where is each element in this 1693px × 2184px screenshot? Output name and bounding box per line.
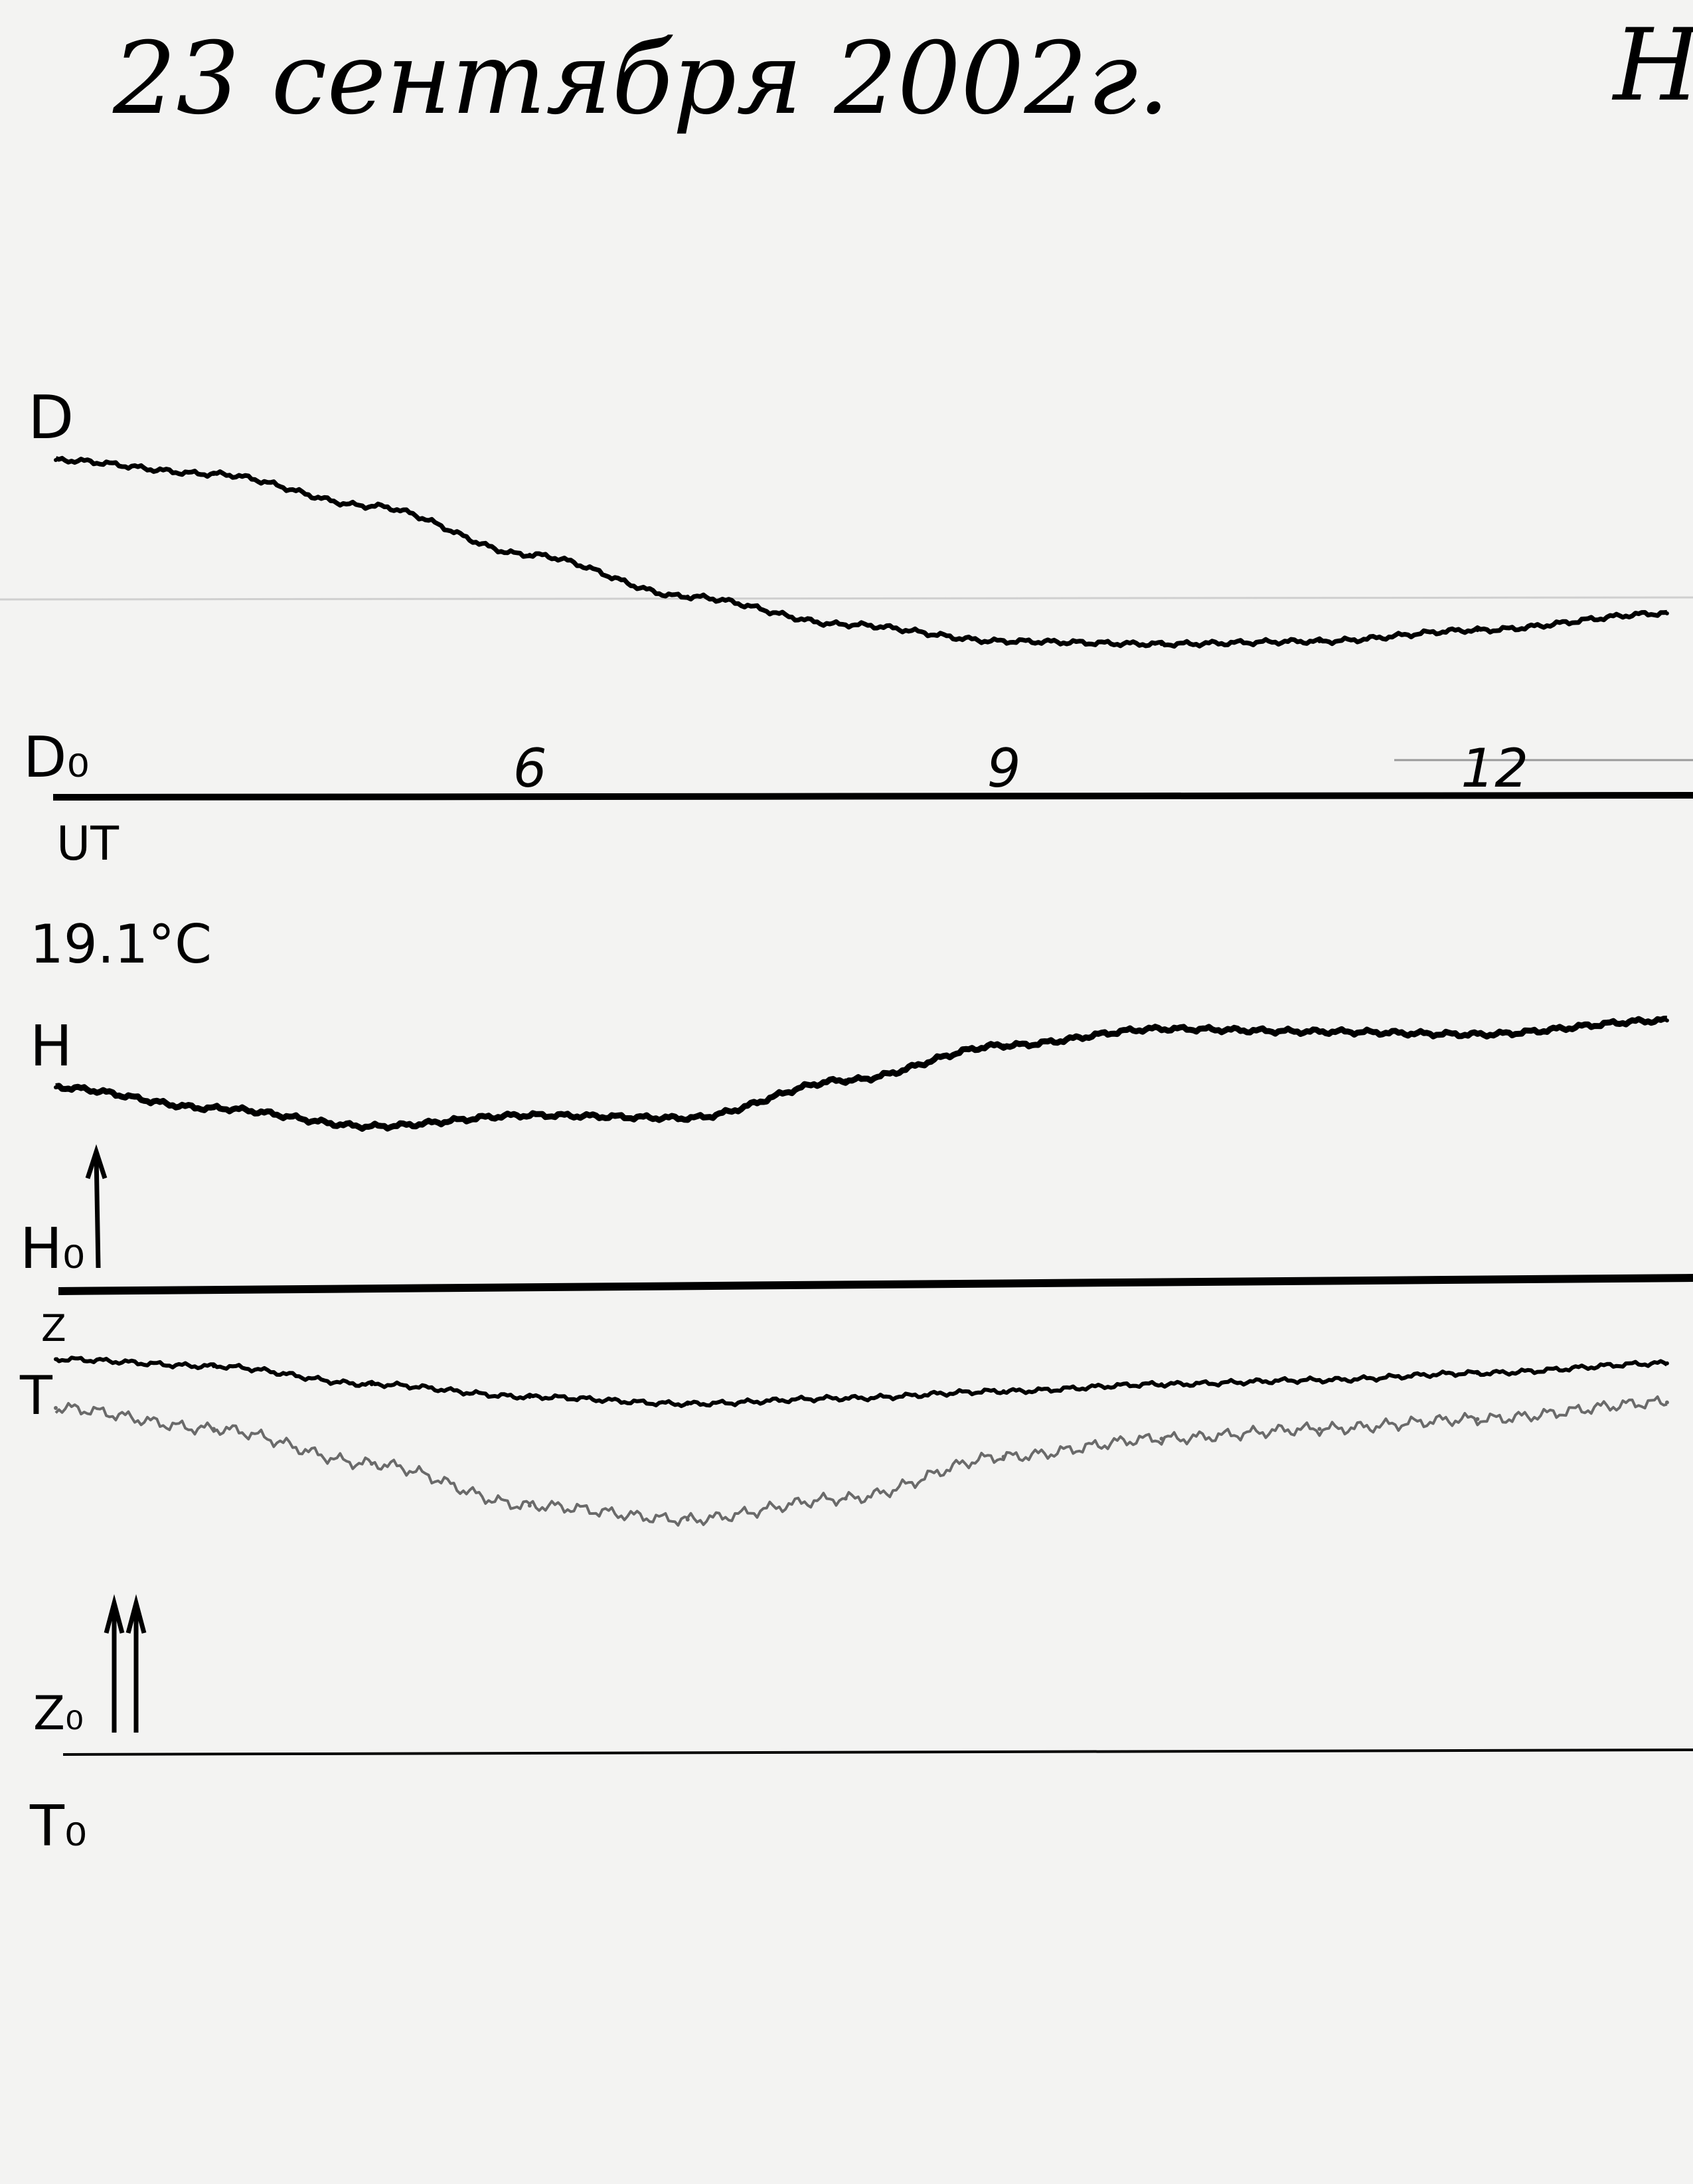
label-D0: D₀: [23, 725, 90, 791]
data-point-Z: [211, 1364, 216, 1368]
label-H: H: [30, 1014, 72, 1079]
faint-gridline: [0, 596, 1693, 601]
data-point-T: [685, 1518, 690, 1521]
date-title: 23 сентября 2002г.: [112, 21, 1169, 137]
data-point-D: [685, 594, 690, 599]
data-point-D: [1159, 642, 1164, 647]
label-UT: UT: [56, 817, 119, 871]
data-point-D: [211, 472, 216, 476]
label-T0: T₀: [29, 1794, 87, 1859]
data-point-Z: [1317, 1378, 1322, 1382]
data-point-H: [1001, 1044, 1006, 1048]
corner-mark: Н: [1611, 8, 1693, 123]
data-point-Z: [1159, 1382, 1164, 1387]
x-tick-label-6: 6: [513, 738, 547, 799]
data-point-D: [527, 552, 532, 557]
data-point-H: [1475, 1032, 1480, 1037]
data-point-Z: [685, 1401, 690, 1406]
label-Z0: Z₀: [33, 1686, 84, 1741]
data-point-T: [211, 1427, 216, 1431]
data-point-T: [54, 1406, 58, 1410]
x-tick-label-12: 12: [1461, 738, 1528, 799]
trace-T: [54, 1395, 1668, 1527]
data-point-T: [1159, 1437, 1164, 1441]
data-point-Z: [369, 1382, 374, 1387]
data-point-T: [369, 1462, 374, 1466]
data-point-D: [369, 504, 374, 508]
data-point-H: [54, 1085, 58, 1089]
data-point-Z: [1001, 1389, 1006, 1393]
trace-H: [55, 1016, 1667, 1132]
data-point-T: [1317, 1427, 1322, 1431]
trace-Z: [54, 1356, 1668, 1409]
double-arrow-up-icon: [104, 1594, 147, 1733]
label-H0: H₀: [20, 1216, 85, 1282]
trace-D: [54, 455, 1668, 649]
baseline-H0: [58, 1274, 1693, 1295]
baseline-Z0: [62, 1749, 1693, 1756]
data-point-T: [1475, 1417, 1480, 1421]
data-point-H: [369, 1124, 374, 1129]
label-T: T: [19, 1365, 53, 1427]
data-point-T: [527, 1504, 532, 1508]
data-point-H: [1317, 1030, 1322, 1034]
data-point-H: [843, 1078, 848, 1083]
data-point-D: [54, 458, 58, 462]
data-point-D: [1317, 639, 1322, 643]
data-point-T: [1664, 1400, 1669, 1405]
arrow-up-icon: [85, 1144, 108, 1269]
data-point-H: [211, 1106, 216, 1111]
label-D: D: [28, 383, 74, 453]
data-point-D: [1664, 611, 1669, 615]
data-point-Z: [1475, 1371, 1480, 1375]
data-point-Z: [843, 1396, 848, 1401]
label-temperature: 19.1°C: [30, 913, 212, 975]
baseline-D0: [52, 792, 1693, 801]
data-point-H: [1159, 1026, 1164, 1031]
data-point-H: [685, 1116, 690, 1121]
data-point-Z: [1664, 1361, 1669, 1365]
label-Z: Z: [41, 1307, 66, 1350]
data-point-T: [1001, 1454, 1006, 1459]
data-point-D: [1475, 628, 1480, 633]
data-point-H: [1664, 1018, 1669, 1023]
data-point-Z: [527, 1395, 532, 1399]
data-point-H: [527, 1113, 532, 1117]
data-point-Z: [54, 1357, 58, 1362]
data-point-T: [843, 1496, 848, 1501]
data-point-D: [843, 622, 848, 627]
x-tick-label-9: 9: [987, 738, 1021, 799]
data-point-D: [1001, 639, 1006, 643]
